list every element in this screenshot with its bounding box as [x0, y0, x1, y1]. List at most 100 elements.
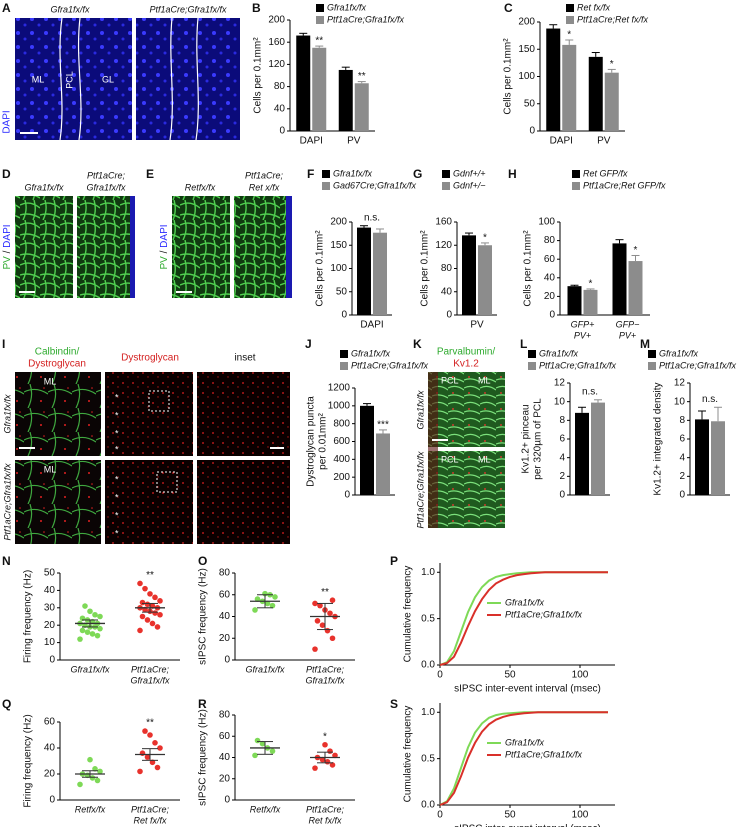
legend-label: Ret GFP/fx [583, 168, 628, 178]
data-point [94, 777, 101, 784]
y-tick-label: 0 [49, 655, 55, 666]
y-axis-label: Cumulative frequency [403, 566, 414, 663]
data-point [89, 775, 96, 781]
y-axis-label: Firing frequency (Hz) [23, 570, 34, 663]
y-tick-label: 600 [333, 436, 350, 447]
bar [588, 56, 603, 131]
significance: * [634, 245, 638, 256]
micrograph [197, 460, 290, 544]
x-tick-label: PV [470, 320, 484, 331]
x-tick-label: DAPI [360, 320, 383, 331]
micrograph [15, 372, 101, 456]
data-point [322, 741, 328, 748]
y-tick-label: 200 [268, 15, 285, 26]
data-point [157, 598, 163, 604]
legend-label: Gdnf+/− [453, 180, 486, 190]
marker: * [115, 410, 119, 420]
x-tick-label: Gfra1fx/fx [70, 664, 110, 674]
line-series [439, 571, 608, 666]
bar [373, 232, 387, 315]
data-point [319, 622, 326, 628]
significance: *** [377, 420, 389, 431]
dapi-strip [130, 196, 135, 298]
legend-swatch [442, 170, 450, 178]
data-point [144, 617, 151, 623]
y-tick-label: 200 [330, 217, 347, 228]
x-tick-label: DAPI [300, 136, 323, 147]
y-tick-label: 0 [549, 310, 555, 321]
data-point [147, 591, 153, 597]
inset-box [156, 471, 178, 493]
region-label: ML [44, 376, 57, 386]
legend-label: Gfra1fx/fx [659, 348, 699, 358]
legend-swatch [322, 182, 330, 190]
x-tick-label: GFP− [616, 319, 640, 329]
y-axis-label: Cells per 0.1mm² [523, 230, 534, 307]
x-tick-label: 100 [572, 670, 589, 681]
legend-label: Gfra1fx/fx [333, 168, 373, 178]
stain-label: PV / DAPI [2, 224, 13, 269]
y-axis-label: sIPSC frequency (Hz) [198, 568, 209, 665]
legend-label: Gad67Cre;Gfra1fx/fx [333, 180, 417, 190]
x-axis-label: sIPSC inter-event interval (msec) [454, 824, 601, 827]
y-axis-label: Cells per 0.1mm² [315, 230, 326, 307]
data-point [319, 756, 326, 763]
x-tick-label: 0 [437, 810, 443, 821]
x-tick-label: Ret fx/fx [133, 815, 167, 825]
bar [357, 227, 371, 315]
x-tick-label: Ptf1aCre; [306, 664, 345, 674]
legend-swatch [572, 182, 580, 190]
x-tick-label: 100 [572, 810, 589, 821]
data-point [259, 740, 266, 747]
data-point [269, 602, 276, 609]
data-point [137, 627, 143, 634]
panel-label: G [413, 167, 422, 181]
panel-label: C [504, 1, 513, 15]
y-tick-label: 40 [219, 611, 231, 622]
stain-label: DAPI [2, 110, 13, 133]
panel-label: A [2, 1, 11, 15]
data-point [139, 750, 146, 756]
x-tick-label: PV+ [574, 330, 591, 340]
x-tick-label: 0 [437, 670, 443, 681]
annotation: * [323, 731, 327, 742]
panel-e: E Retfx/fx Ptf1aCre; Ret x/fx PV / DAPI [146, 167, 292, 298]
legend-swatch [528, 350, 536, 358]
bar [296, 35, 311, 131]
bar [338, 69, 353, 131]
data-point [139, 599, 146, 606]
column-title: inset [234, 353, 255, 364]
column-title: Ret x/fx [249, 182, 280, 192]
y-tick-label: 80 [441, 263, 453, 274]
y-tick-label: 0 [224, 655, 230, 666]
panel-label: S [390, 697, 398, 711]
data-point [137, 580, 143, 587]
row-label: Ptf1aCre;Gfra1fx/fx [415, 451, 425, 529]
marker: * [115, 492, 119, 502]
data-point [87, 608, 93, 615]
data-point [324, 627, 331, 634]
y-tick-label: 160 [435, 217, 452, 228]
row-label: Gfra1fx/fx [415, 390, 425, 430]
data-point [269, 748, 276, 754]
data-point [149, 759, 156, 766]
micrograph [15, 18, 132, 140]
data-point [142, 728, 148, 734]
data-point [152, 610, 158, 616]
y-tick-label: 6 [679, 434, 685, 445]
y-tick-label: 0 [344, 490, 350, 501]
marker: * [115, 444, 119, 454]
y-tick-label: 1.0 [421, 707, 435, 718]
inset-box [148, 390, 170, 412]
marker: * [115, 528, 119, 538]
bar [354, 83, 369, 131]
data-point [84, 629, 91, 635]
y-tick-label: 60 [219, 589, 231, 600]
data-point [254, 596, 261, 602]
data-point [157, 611, 163, 618]
region-label: PCL [64, 71, 74, 89]
x-axis-label: sIPSC inter-event interval (msec) [454, 684, 601, 695]
data-point [97, 613, 103, 620]
panel-label: M [640, 337, 650, 351]
bar [567, 286, 582, 315]
